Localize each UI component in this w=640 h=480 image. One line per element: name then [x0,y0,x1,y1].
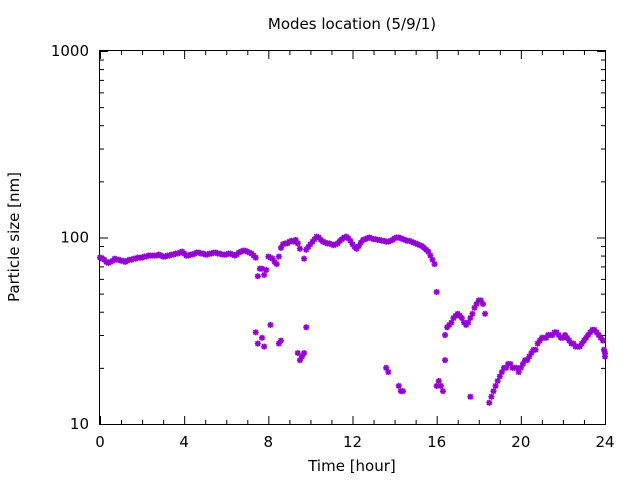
data-point [301,350,308,357]
data-point [254,273,261,280]
data-point [294,350,301,357]
data-point [448,319,455,326]
y-tick-label: 10 [70,415,89,433]
x-tick-label: 4 [179,433,189,451]
data-point [599,337,606,344]
data-point [465,319,472,326]
data-point [277,337,284,344]
data-point [261,271,268,278]
data-point [439,388,446,395]
data-point [431,261,438,268]
y-tick-label: 100 [60,229,89,247]
data-point [259,334,266,341]
data-point [442,332,449,339]
plot-frame [99,50,606,425]
x-tick-label: 20 [511,433,530,451]
data-point [517,364,524,371]
data-point [254,340,261,347]
data-point [488,393,495,400]
x-tick-label: 12 [343,433,362,451]
data-point [600,346,607,353]
data-point [395,382,402,389]
data-point [252,329,259,336]
data-point [442,357,449,364]
y-axis: 10 100 1000 [51,42,605,433]
data-point [294,240,301,247]
data-point [400,388,406,395]
data-point [385,369,392,376]
data-point [301,255,308,262]
data-point [467,393,474,400]
data-point [479,300,486,307]
data-point [458,315,465,322]
data-point [433,289,440,296]
chart-title: Modes location (5/9/1) [268,15,436,33]
y-axis-label: Particle size [nm] [5,172,23,302]
data-point [275,253,282,260]
data-point [494,378,501,385]
data-point [261,343,268,350]
data-point [252,254,259,261]
data-point [532,346,539,353]
data-point [263,266,270,273]
data-point [490,388,497,395]
data-point [482,310,489,317]
data-point [437,382,444,389]
x-tick-label: 24 [595,433,614,451]
x-tick-label: 8 [264,433,274,451]
data-point [492,382,499,389]
data-point [267,321,274,328]
data-point [303,324,310,331]
x-tick-label: 0 [95,433,105,451]
y-tick-label: 1000 [51,42,89,60]
x-axis: 0 4 8 12 16 20 24 [95,51,615,451]
x-tick-label: 16 [427,433,446,451]
x-axis-label: Time [hour] [307,457,396,475]
data-point [486,399,493,406]
data-points [97,233,608,406]
data-point [296,245,303,252]
data-point [602,353,608,360]
data-point [435,378,442,385]
data-point [469,310,476,317]
data-point [273,261,280,268]
